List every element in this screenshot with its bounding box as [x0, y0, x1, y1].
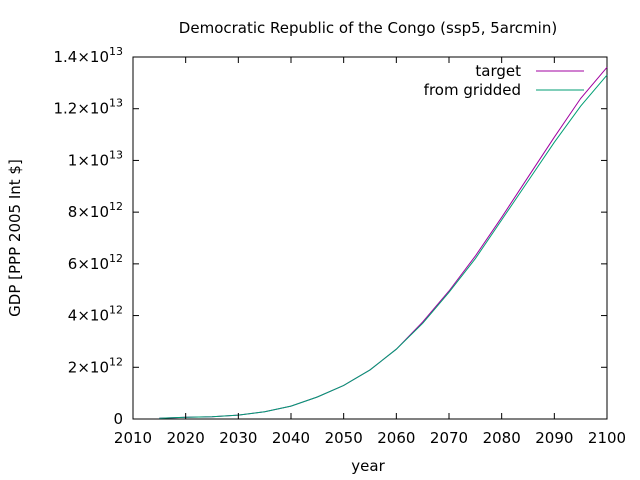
- y-tick-mantissa: 6×10: [68, 255, 109, 273]
- x-axis: 2010 2020 2030 2040 2050 2060 2070 2080 2090 2100: [114, 57, 626, 447]
- x-tick-label: 2100: [588, 429, 626, 447]
- y-tick-mantissa: 1.2×10: [53, 100, 109, 118]
- series-line-1: [159, 74, 608, 419]
- y-tick-label: 2×1012: [68, 355, 123, 376]
- y-tick-mantissa: 0: [113, 410, 123, 428]
- y-tick-exponent: 13: [109, 45, 123, 58]
- y-axis: 02×10124×10126×10128×10121×10131.2×10131…: [53, 45, 607, 428]
- y-tick-label: 4×1012: [68, 304, 123, 325]
- plot-area: [132, 56, 608, 420]
- y-tick-exponent: 12: [109, 200, 123, 213]
- x-tick-label: 2030: [219, 429, 257, 447]
- plot-frame: [132, 56, 608, 420]
- chart-title: Democratic Republic of the Congo (ssp5, …: [179, 19, 557, 37]
- legend-label: from gridded: [424, 81, 521, 99]
- x-tick-label: 2090: [535, 429, 573, 447]
- y-axis-label: GDP [PPP 2005 Int $]: [6, 159, 24, 317]
- y-tick-exponent: 12: [109, 355, 123, 368]
- x-tick-label: 2050: [325, 429, 363, 447]
- x-tick-label: 2070: [430, 429, 468, 447]
- y-tick-mantissa: 4×10: [68, 307, 109, 325]
- y-tick-label: 1.2×1013: [53, 97, 123, 118]
- y-tick-exponent: 13: [109, 97, 123, 110]
- x-tick-label: 2080: [483, 429, 521, 447]
- legend-label: target: [475, 62, 521, 80]
- x-tick-label: 2010: [114, 429, 152, 447]
- y-tick-mantissa: 1×10: [68, 151, 109, 169]
- y-tick-label: 0: [113, 410, 123, 428]
- x-tick-label: 2040: [272, 429, 310, 447]
- y-tick-label: 1.4×1013: [53, 45, 123, 66]
- y-tick-exponent: 12: [109, 252, 123, 265]
- y-tick-exponent: 13: [109, 148, 123, 161]
- y-tick-label: 8×1012: [68, 200, 123, 221]
- y-tick-mantissa: 2×10: [68, 358, 109, 376]
- y-tick-label: 1×1013: [68, 148, 123, 169]
- x-tick-label: 2060: [377, 429, 415, 447]
- y-tick-mantissa: 8×10: [68, 203, 109, 221]
- y-tick-mantissa: 1.4×10: [53, 48, 109, 66]
- x-axis-label: year: [351, 457, 385, 475]
- y-tick-label: 6×1012: [68, 252, 123, 273]
- series-layer: [159, 66, 608, 419]
- series-line-0: [159, 66, 608, 419]
- x-tick-label: 2020: [167, 429, 205, 447]
- y-tick-exponent: 12: [109, 304, 123, 317]
